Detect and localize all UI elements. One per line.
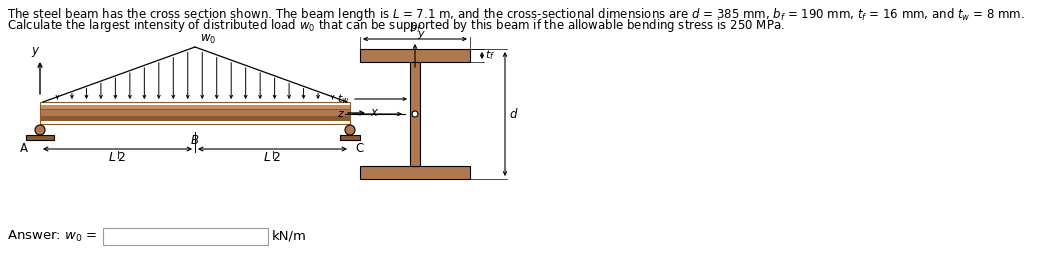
Bar (360, 166, 470, 179)
Text: $d$: $d$ (509, 107, 519, 121)
Bar (26, 135, 54, 140)
Text: y: y (417, 29, 423, 39)
Text: A: A (20, 142, 28, 155)
Text: $t_w$: $t_w$ (337, 92, 350, 106)
Text: y: y (32, 44, 39, 57)
Text: C: C (356, 142, 364, 155)
Circle shape (412, 111, 418, 117)
Text: $t_f$: $t_f$ (485, 49, 495, 62)
Circle shape (35, 125, 45, 135)
Bar (103, 228, 268, 245)
Bar (40, 102, 350, 124)
Bar (40, 105, 350, 109)
Text: $L$: $L$ (264, 151, 272, 164)
Text: x: x (370, 106, 377, 119)
Text: $w_0$: $w_0$ (200, 33, 216, 46)
Text: $2$: $2$ (118, 151, 126, 164)
Text: The steel beam has the cross section shown. The beam length is $L$ = 7.1 m, and : The steel beam has the cross section sho… (7, 6, 1025, 23)
Bar (40, 110, 350, 116)
Bar (340, 135, 360, 140)
Text: z: z (337, 109, 343, 119)
Text: Calculate the largest intensity of distributed load $w_0$ that can be supported : Calculate the largest intensity of distr… (7, 17, 785, 34)
Text: $L$: $L$ (108, 151, 117, 164)
Bar (40, 105, 350, 121)
Text: Answer: $w_0$ =: Answer: $w_0$ = (7, 228, 98, 244)
Bar (360, 49, 470, 62)
Circle shape (345, 125, 355, 135)
Text: kN/m: kN/m (272, 230, 307, 243)
Bar (410, 62, 420, 166)
Text: $2$: $2$ (272, 151, 280, 164)
Text: $b_f$: $b_f$ (408, 21, 421, 35)
Text: B: B (191, 134, 200, 147)
